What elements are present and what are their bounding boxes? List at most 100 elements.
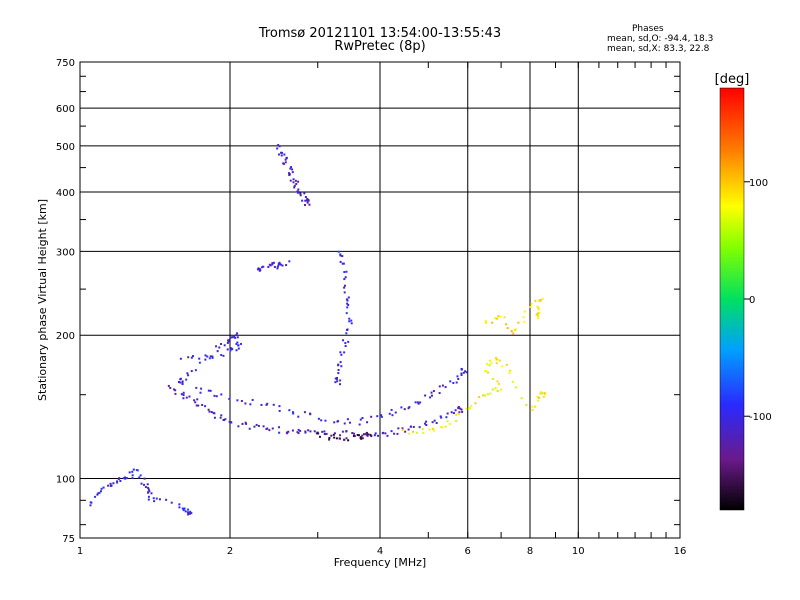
data-point xyxy=(424,394,427,397)
data-point xyxy=(490,362,493,365)
data-point xyxy=(303,204,306,207)
data-point xyxy=(494,317,497,320)
data-point xyxy=(278,409,281,412)
data-point xyxy=(244,421,247,424)
data-point xyxy=(190,356,193,359)
data-point xyxy=(333,436,336,439)
data-point xyxy=(340,353,343,356)
data-point xyxy=(99,490,102,493)
data-point xyxy=(257,424,260,427)
data-point xyxy=(457,412,460,415)
data-point xyxy=(439,425,442,428)
data-point xyxy=(450,411,453,414)
data-point xyxy=(304,431,307,434)
data-point xyxy=(356,434,359,437)
data-point xyxy=(337,250,340,253)
data-point xyxy=(484,320,487,323)
data-point xyxy=(393,432,396,435)
data-point xyxy=(276,267,279,270)
data-point xyxy=(288,409,291,412)
data-point xyxy=(306,199,309,202)
data-point xyxy=(348,320,351,323)
data-point xyxy=(454,409,457,412)
data-point xyxy=(543,392,546,395)
data-point xyxy=(425,424,428,427)
data-point xyxy=(496,389,499,392)
data-point xyxy=(418,426,421,429)
data-point xyxy=(333,432,336,435)
data-point xyxy=(343,278,346,281)
data-point xyxy=(297,190,300,193)
data-point xyxy=(460,368,463,371)
data-point xyxy=(265,403,268,406)
data-point xyxy=(304,199,307,202)
data-point xyxy=(336,380,339,383)
data-point xyxy=(337,368,340,371)
data-point xyxy=(268,263,271,266)
data-point xyxy=(430,391,433,394)
data-point xyxy=(259,269,262,272)
data-point xyxy=(323,430,326,433)
data-point xyxy=(258,268,261,271)
data-point xyxy=(343,286,346,289)
data-point xyxy=(212,412,215,415)
data-point xyxy=(228,338,231,341)
data-point xyxy=(228,420,231,423)
data-point xyxy=(539,392,542,395)
data-point xyxy=(417,402,420,405)
data-point xyxy=(446,420,449,423)
data-point xyxy=(131,477,134,480)
data-point xyxy=(338,437,341,440)
data-point xyxy=(512,332,515,335)
data-point xyxy=(198,361,201,364)
data-point xyxy=(307,429,310,432)
data-point xyxy=(204,405,207,408)
data-point xyxy=(291,168,294,171)
data-point xyxy=(346,299,349,302)
data-point xyxy=(272,403,275,406)
data-point xyxy=(317,432,320,435)
data-point xyxy=(457,378,460,381)
data-point xyxy=(337,372,340,375)
data-point xyxy=(536,395,539,398)
data-point xyxy=(309,412,312,415)
data-point xyxy=(384,432,387,435)
data-point xyxy=(262,265,265,268)
data-point xyxy=(181,380,184,383)
data-point xyxy=(449,422,452,425)
y-tick-label: 500 xyxy=(56,142,75,153)
chart-title: Tromsø 20121101 13:54:00-13:55:43 xyxy=(258,26,502,41)
data-point xyxy=(333,421,336,424)
data-point xyxy=(282,162,285,165)
x-tick-label: 4 xyxy=(377,546,383,557)
phases-heading: Phases xyxy=(632,24,664,34)
data-point xyxy=(208,410,211,413)
data-point xyxy=(289,167,292,170)
data-point xyxy=(173,388,176,391)
data-point xyxy=(452,381,455,384)
data-point xyxy=(237,344,240,347)
data-point xyxy=(187,356,190,359)
colorbar-tick-label: -100 xyxy=(749,412,772,423)
data-point xyxy=(165,498,168,501)
data-point xyxy=(294,179,297,182)
data-point xyxy=(343,291,346,294)
data-point xyxy=(281,264,284,267)
data-point xyxy=(520,397,523,400)
data-point xyxy=(278,405,281,408)
data-point xyxy=(534,299,537,302)
data-point xyxy=(102,486,105,489)
data-point xyxy=(206,355,209,358)
data-point xyxy=(253,425,256,428)
data-point xyxy=(357,434,360,437)
data-point xyxy=(536,314,539,317)
data-point xyxy=(335,377,338,380)
data-point xyxy=(523,310,526,313)
data-point xyxy=(235,342,238,345)
data-point xyxy=(169,386,172,389)
data-point xyxy=(235,349,238,352)
data-point xyxy=(174,389,177,392)
data-point xyxy=(288,260,291,263)
x-tick-label: 16 xyxy=(674,546,687,557)
